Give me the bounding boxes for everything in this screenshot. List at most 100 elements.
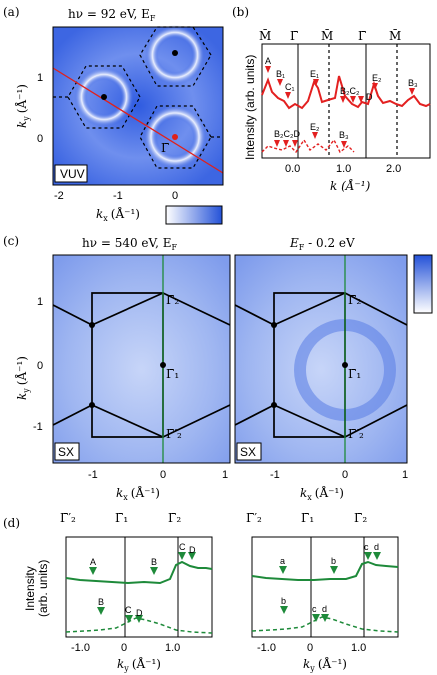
panel-c-left-mode-box xyxy=(54,442,80,461)
panel-c-colorbar xyxy=(413,254,433,314)
panel-c-left-title: hν = 540 eV, EF xyxy=(82,236,177,252)
panel-c-right-xtick-0: 0 xyxy=(342,469,348,481)
panel-b-marker-lower-B3: B₃ xyxy=(339,130,349,140)
panel-a-xtick-m2: -2 xyxy=(54,190,64,202)
panel-d-left-curve-lower xyxy=(65,617,213,634)
panel-c-left-g2: Γ̄₂ xyxy=(166,293,179,307)
panel-a-title: hν = 92 eV, EF xyxy=(68,7,156,23)
panel-a-gamma-dot-2 xyxy=(172,134,178,140)
panel-c-right-g1: Γ̄₁ xyxy=(348,367,361,381)
panel-c-right-g2: Γ̄₂ xyxy=(348,293,361,307)
panel-c-left-xlabel: kx (Å⁻¹) xyxy=(116,485,160,502)
panel-b-marker-B2C2: B₂C₂ xyxy=(340,86,360,96)
panel-c-left-dot-2 xyxy=(89,402,95,408)
panel-c-left-g2p: Γ̄′₂ xyxy=(166,427,182,441)
panel-a-mode-label: VUV xyxy=(60,167,85,181)
panel-a-xtick-0: 0 xyxy=(172,190,178,202)
panel-b-top-m2: M̄ xyxy=(321,28,333,43)
panel-c-right-title: EF - 0.2 eV xyxy=(289,236,355,252)
panel-d-right-c: c xyxy=(364,542,369,552)
panel-b-markers xyxy=(265,66,415,148)
panel-c-right-dot-2 xyxy=(271,402,277,408)
panel-c-left-xtick-1: 1 xyxy=(222,469,228,481)
panel-d-left-A: A xyxy=(90,557,96,567)
panel-d-right-curve-upper xyxy=(251,560,399,581)
panel-d-right-lower-c: c xyxy=(312,604,317,614)
panel-a-xtick-m1: -1 xyxy=(113,190,123,202)
panel-c-label: (c) xyxy=(3,234,19,248)
panel-b-xlabel: k (Å⁻¹) xyxy=(330,178,371,193)
panel-d-label: (d) xyxy=(3,516,20,530)
panel-a-title-sub: F xyxy=(150,14,156,23)
panel-a-cut-line xyxy=(52,67,224,174)
panel-b: (b) M̄ Γ̄ M̄ Γ̄ M̄ A B₁ C xyxy=(232,5,431,193)
panel-c-left-xtick-m1: -1 xyxy=(88,469,98,481)
panel-d-right-lower-d: d xyxy=(322,604,327,614)
panel-d-left-lower-D: D xyxy=(136,608,143,618)
panel-d-right-xlabel: ky (Å⁻¹) xyxy=(303,656,347,673)
panel-c-right-dot-3 xyxy=(342,362,348,368)
panel-d-right-xtick-1: -1.0 xyxy=(257,642,276,654)
panel-b-top-g1: Γ̄ xyxy=(290,29,298,43)
panel-d-right-lower-b: b xyxy=(281,596,286,606)
panel-d-left-top-3: Γ̄₂ xyxy=(168,511,181,525)
panel-c-ylabel: ky(Å⁻¹) xyxy=(14,356,31,400)
panel-a-mode-box xyxy=(54,164,88,183)
panel-a-title-main: hν = 92 eV, E xyxy=(68,7,150,21)
panel-d-left-B: B xyxy=(151,557,157,567)
panel-d-right-top-1: Γ̄′₂ xyxy=(246,511,262,525)
panel-c-right-dot-1 xyxy=(271,322,277,328)
panel-d-left-frame xyxy=(65,536,213,638)
panel-d-right-top-3: Γ̄₂ xyxy=(354,511,367,525)
panel-d-left-top-2: Γ̄₁ xyxy=(115,511,128,525)
panel-c-right-frame xyxy=(234,254,408,464)
panel-d-left-lower-C: C xyxy=(125,605,132,615)
panel-c-left-dot-3 xyxy=(160,362,166,368)
panel-c-right-xtick-m1: -1 xyxy=(270,469,280,481)
panel-b-curve-lower xyxy=(261,138,355,154)
panel-b-label: (b) xyxy=(232,5,249,19)
panel-a-bz xyxy=(53,26,223,169)
panel-d-right-xtick-2: 0 xyxy=(307,642,313,654)
panel-d-left-markers xyxy=(89,552,196,623)
panel-d-left-xtick-3: 1.0 xyxy=(165,642,180,654)
panel-d-right-top-2: Γ̄₁ xyxy=(301,511,314,525)
panel-c-ytick-m1: -1 xyxy=(33,421,43,433)
panel-d-left-D: D xyxy=(189,545,196,555)
panel-d-left-lower-B: B xyxy=(98,597,104,607)
panel-d-right-frame xyxy=(251,536,399,638)
panel-b-marker-B3: B₃ xyxy=(408,78,418,88)
panel-c-left-map xyxy=(53,255,230,463)
panel-a-colorbar xyxy=(165,205,223,225)
panel-a-xlabel: kx (Å⁻¹) xyxy=(96,206,140,223)
panel-b-marker-C1: C₁ xyxy=(285,82,295,92)
panel-d-ylabel: Intensity xyxy=(23,566,37,611)
panel-d: (d) Intensity (arb. units) Γ̄′₂ Γ̄₁ Γ̄₂ … xyxy=(3,511,399,673)
panel-c-right-g2p: Γ̄′₂ xyxy=(348,427,364,441)
panel-c-left-mode: SX xyxy=(58,445,74,459)
panel-c-left-frame xyxy=(52,254,231,464)
panel-d-left-top-1: Γ̄′₂ xyxy=(60,511,76,525)
panel-a-ytick-0: 0 xyxy=(37,133,43,145)
panel-d-left-xlabel: ky (Å⁻¹) xyxy=(117,656,161,673)
panel-b-top-m3: M̄ xyxy=(389,28,401,43)
panel-c-left-xtick-0: 0 xyxy=(160,469,166,481)
panel-c-right-mode: SX xyxy=(240,445,256,459)
panel-c-ytick-1: 1 xyxy=(37,296,43,308)
panel-a-gamma-dot-1 xyxy=(101,94,107,100)
panel-d-right-b: b xyxy=(331,556,336,566)
panel-a: (a) hν = 92 eV, EF Γ̄ VUV 1 0 -2 -1 0 xyxy=(3,5,224,225)
panel-d-right-a: a xyxy=(280,556,285,566)
panel-d-left-xtick-1: -1.0 xyxy=(71,642,90,654)
panel-a-gamma-dot-3 xyxy=(172,50,178,56)
panel-c-left-dot-1 xyxy=(89,322,95,328)
panel-c-right-map xyxy=(235,255,407,463)
panel-b-marker-lower-B2C2D: B₂C₂D xyxy=(274,129,300,139)
panel-b-marker-E1: E₁ xyxy=(310,69,319,79)
panel-b-marker-D: D xyxy=(366,92,373,102)
panel-d-right-xtick-3: 1.0 xyxy=(351,642,366,654)
panel-d-right-markers xyxy=(279,552,381,622)
panel-c-left-g1: Γ̄₁ xyxy=(166,367,179,381)
panel-d-left-C: C xyxy=(179,542,186,552)
